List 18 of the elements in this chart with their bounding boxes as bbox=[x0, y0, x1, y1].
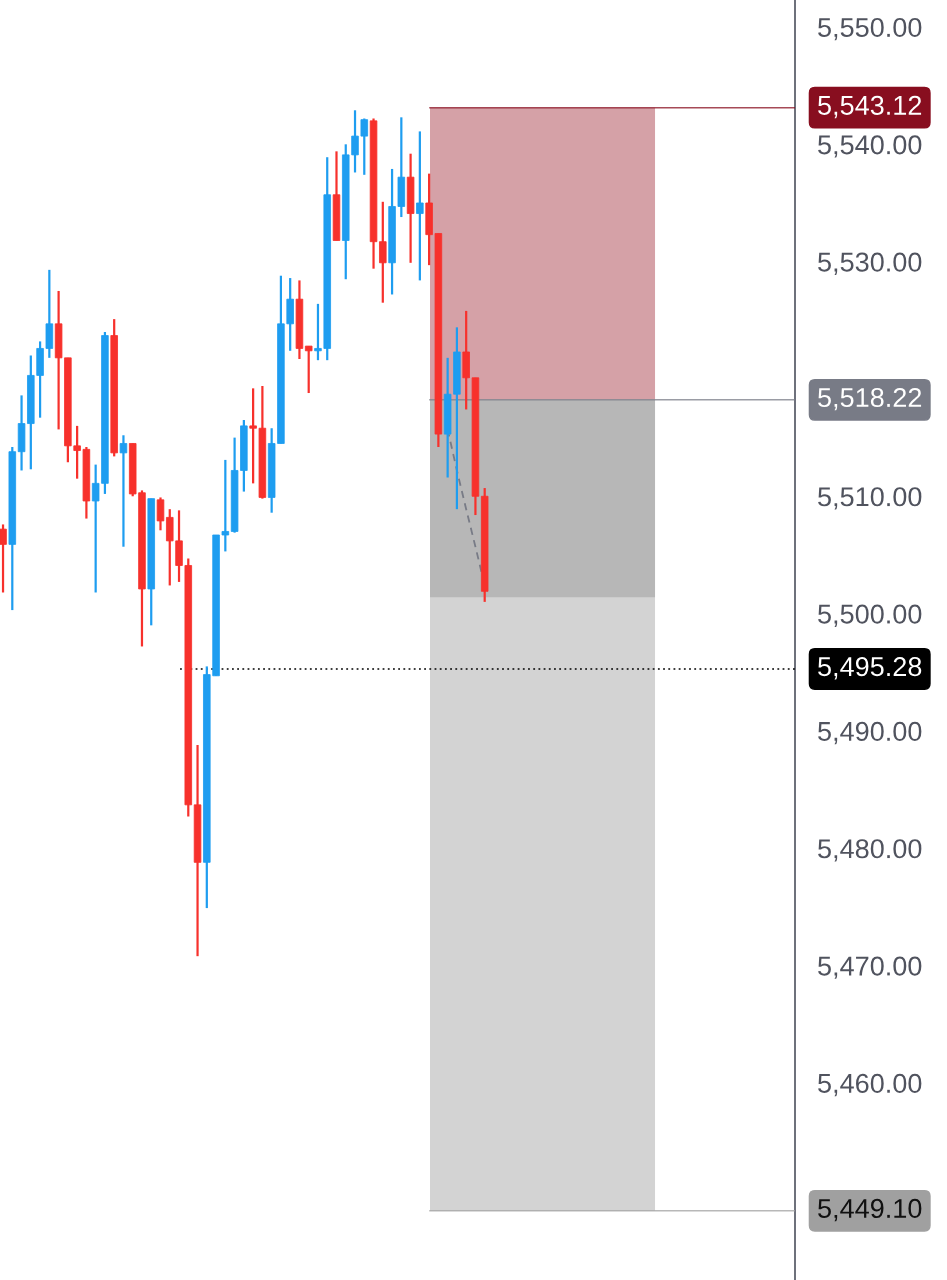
y-tick-label: 5,530.00 bbox=[818, 252, 922, 275]
candlestick bbox=[0, 523, 7, 594]
y-tick-label: 5,480.00 bbox=[818, 839, 922, 862]
ref-line-label: 5,518.22 bbox=[818, 387, 922, 411]
y-tick-label: 5,500.00 bbox=[818, 604, 922, 627]
ref-line-label: 5,543.12 bbox=[818, 95, 922, 119]
candlestick bbox=[156, 496, 165, 532]
y-tick-label: 5,510.00 bbox=[818, 487, 922, 510]
y-tick-label: 5,490.00 bbox=[818, 721, 922, 745]
ref-line-label: 5,449.10 bbox=[818, 1198, 922, 1222]
y-tick-label: 5,460.00 bbox=[818, 1073, 922, 1097]
ref-line-label: 5,495.28 bbox=[818, 657, 922, 680]
candlestick bbox=[119, 434, 128, 548]
y-tick-label: 5,540.00 bbox=[818, 135, 922, 158]
candlestick bbox=[304, 344, 313, 395]
y-tick-label: 5,550.00 bbox=[818, 17, 922, 41]
candlestick bbox=[416, 130, 424, 282]
y-tick-label: 5,470.00 bbox=[818, 956, 922, 979]
